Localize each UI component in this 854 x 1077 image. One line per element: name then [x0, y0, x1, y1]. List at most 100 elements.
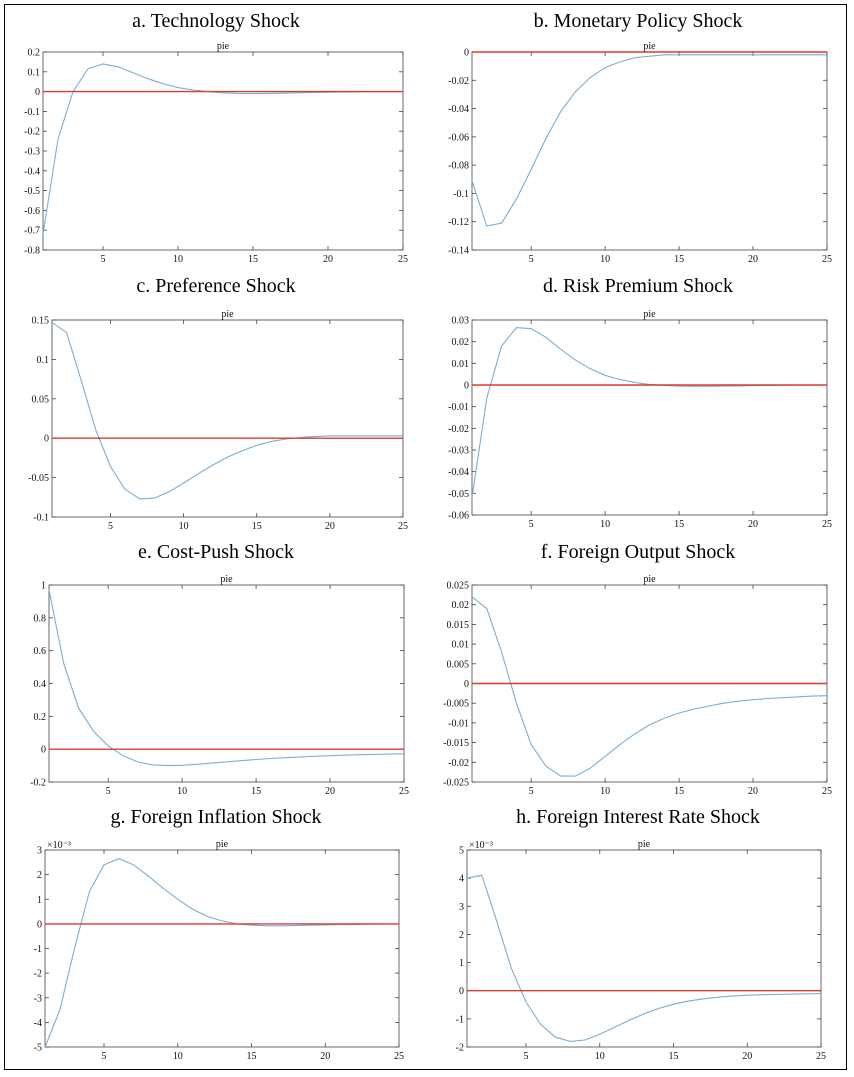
x-tick-label: 10 [600, 519, 610, 530]
y-tick-label: 0.6 [34, 646, 47, 657]
impulse-response-line [51, 321, 403, 500]
y-exponent-label: ×10⁻³ [469, 840, 493, 851]
impulse-response-line [48, 589, 405, 767]
y-tick-label: -0.02 [448, 424, 469, 435]
axes-frame [44, 849, 400, 1048]
y-tick-label: 0.015 [447, 620, 470, 631]
axes-frame [471, 319, 828, 516]
y-tick-label: -0.2 [24, 127, 40, 138]
y-tick-label: 0.2 [34, 712, 47, 723]
y-tick-label: -5 [34, 1043, 42, 1054]
y-tick-label: 0.01 [452, 359, 470, 370]
x-tick-label: 15 [252, 521, 262, 532]
y-tick-label: -0.05 [448, 489, 469, 500]
y-tick-label: -0.015 [443, 738, 469, 749]
y-exponent-label: ×10⁻³ [47, 840, 71, 851]
y-tick-label: -0.02 [448, 76, 469, 87]
y-tick-label: 0 [459, 986, 464, 997]
x-tick-label: 25 [399, 786, 409, 797]
x-tick-label: 10 [173, 1051, 183, 1062]
x-tick-label: 5 [529, 519, 534, 530]
x-tick-label: 20 [742, 1051, 752, 1062]
y-tick-label: 0 [464, 381, 469, 392]
y-tick-label: -0.3 [24, 147, 40, 158]
y-tick-label: -0.08 [448, 161, 469, 172]
x-tick-label: 15 [247, 1051, 257, 1062]
y-tick-label: 5 [459, 846, 464, 857]
x-tick-label: 15 [674, 254, 684, 265]
y-tick-label: 0.025 [447, 581, 470, 592]
y-tick-label: -1 [456, 1014, 464, 1025]
y-tick-label: 0.4 [34, 679, 47, 690]
axes-frame [42, 51, 404, 251]
x-tick-label: 10 [595, 1051, 605, 1062]
y-tick-label: 0.1 [37, 355, 50, 366]
y-tick-label: -0.03 [448, 446, 469, 457]
y-tick-label: 0.2 [28, 48, 41, 59]
x-tick-label: 20 [325, 521, 335, 532]
impulse-response-line [466, 874, 822, 1042]
subplot-title: pie [217, 41, 230, 52]
y-tick-label: 0 [464, 679, 469, 690]
x-tick-label: 10 [600, 786, 610, 797]
y-tick-label: -0.025 [443, 778, 469, 789]
y-tick-label: -0.02 [448, 758, 469, 769]
y-tick-label: -0.7 [24, 226, 40, 237]
panel-title-technology-shock: a. Technology Shock [132, 10, 300, 32]
y-tick-label: 0.05 [32, 394, 50, 405]
y-tick-label: -0.1 [24, 107, 40, 118]
y-tick-label: 0.01 [452, 640, 470, 651]
x-tick-label: 25 [816, 1051, 826, 1062]
y-tick-label: 0.02 [452, 600, 470, 611]
x-tick-label: 25 [398, 521, 408, 532]
axes-frame [51, 319, 404, 518]
x-tick-label: 25 [394, 1051, 404, 1062]
y-tick-label: -0.4 [24, 166, 40, 177]
y-tick-label: -0.6 [24, 206, 40, 217]
x-tick-label: 10 [600, 254, 610, 265]
y-tick-label: -0.04 [448, 467, 469, 478]
x-tick-label: 20 [748, 519, 758, 530]
y-tick-label: -0.01 [448, 718, 469, 729]
y-tick-label: -0.005 [443, 699, 469, 710]
panel-title-foreign-output-shock: f. Foreign Output Shock [540, 541, 736, 563]
x-tick-label: 15 [669, 1051, 679, 1062]
x-tick-label: 5 [529, 254, 534, 265]
x-tick-label: 5 [524, 1051, 529, 1062]
y-tick-label: -0.05 [28, 473, 49, 484]
y-tick-label: -0.5 [24, 186, 40, 197]
y-tick-label: 3 [459, 902, 464, 913]
y-tick-label: 0 [35, 87, 40, 98]
y-tick-label: -2 [456, 1043, 464, 1054]
x-tick-label: 25 [398, 254, 408, 265]
x-tick-label: 20 [325, 786, 335, 797]
y-tick-label: 2 [37, 870, 42, 881]
y-tick-label: 0.02 [452, 337, 470, 348]
y-tick-label: -0.8 [24, 246, 40, 257]
y-tick-label: -0.1 [453, 189, 469, 200]
y-tick-label: -0.14 [448, 246, 469, 257]
y-tick-label: 3 [37, 846, 42, 857]
axes-frame [466, 849, 822, 1048]
x-tick-label: 15 [674, 519, 684, 530]
x-tick-label: 5 [102, 1051, 107, 1062]
y-tick-label: -0.01 [448, 402, 469, 413]
y-tick-label: -4 [34, 1018, 42, 1029]
x-tick-label: 10 [177, 786, 187, 797]
y-tick-label: 0.005 [447, 659, 470, 670]
y-tick-label: 2 [459, 930, 464, 941]
y-tick-label: -1 [34, 944, 42, 955]
y-tick-label: 0.03 [452, 316, 470, 327]
panel-title-risk-premium-shock: d. Risk Premium Shock [542, 275, 733, 297]
y-tick-label: -2 [34, 969, 42, 980]
x-tick-label: 5 [108, 521, 113, 532]
x-tick-label: 15 [674, 786, 684, 797]
subplot-title: pie [643, 574, 656, 585]
panel-title-foreign-interest-rate-shock: h. Foreign Interest Rate Shock [516, 806, 760, 828]
y-tick-label: -0.2 [30, 778, 46, 789]
y-tick-label: 0 [41, 745, 46, 756]
x-tick-label: 25 [822, 519, 832, 530]
y-tick-label: -0.06 [448, 511, 469, 522]
y-tick-label: 1 [37, 895, 42, 906]
subplot-title: pie [221, 309, 234, 320]
